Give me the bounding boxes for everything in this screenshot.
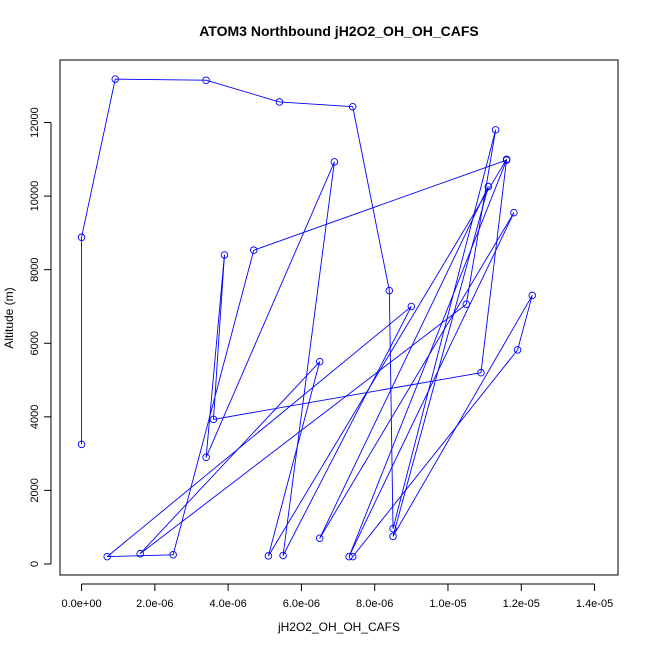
x-tick-label: 8.0e-06	[356, 598, 393, 610]
y-tick-label: 4000	[29, 405, 41, 429]
data-point	[103, 552, 111, 561]
data-point	[169, 551, 177, 559]
data-point	[510, 208, 518, 217]
series-segment	[392, 295, 533, 537]
data-point	[407, 302, 416, 311]
series-segment	[107, 554, 174, 558]
series-segment	[268, 159, 507, 557]
data-point	[202, 76, 210, 84]
series-segment	[106, 306, 412, 557]
data-point	[348, 552, 357, 561]
data-point	[111, 75, 120, 83]
series-segment	[115, 78, 207, 81]
data-point	[275, 98, 284, 106]
data-point	[484, 182, 493, 191]
data-point	[209, 415, 218, 424]
series-segment	[388, 290, 394, 529]
y-tick-label: 0	[29, 561, 41, 567]
series-segment	[139, 361, 321, 554]
series-segment	[282, 161, 335, 556]
series-segment	[213, 372, 482, 420]
data-point	[315, 357, 324, 366]
data-point	[77, 233, 86, 242]
data-point	[279, 551, 287, 560]
data-point	[315, 534, 324, 542]
series-segment	[348, 212, 515, 557]
x-axis-label: jH2O2_OH_OH_CAFS	[277, 620, 400, 634]
x-tick-label: 1.0e-05	[429, 598, 466, 610]
x-tick-label: 6.0e-06	[283, 598, 320, 610]
x-tick-label: 0.0e+00	[62, 598, 102, 610]
series-segment	[206, 79, 280, 103]
y-tick-label: 12000	[29, 107, 41, 138]
data-point	[477, 368, 485, 377]
data-point	[528, 291, 537, 300]
data-point	[136, 549, 144, 558]
y-tick-label: 10000	[29, 181, 41, 212]
series-segment	[348, 159, 508, 557]
series-segment	[205, 254, 225, 458]
data-point	[491, 126, 500, 134]
data-point	[77, 440, 86, 449]
y-axis-label: Altitude (m)	[2, 287, 16, 348]
y-tick-label: 2000	[29, 478, 41, 502]
series-segment	[282, 306, 412, 556]
series-segment	[213, 254, 225, 420]
series-segment	[319, 212, 515, 539]
data-point	[220, 251, 229, 259]
data-point	[330, 158, 339, 166]
data-point	[348, 102, 357, 111]
y-axis: 0 2000 4000 6000 8000 10000 12000	[29, 107, 52, 567]
data-point	[250, 246, 258, 254]
series-segment	[480, 159, 508, 373]
x-tick-label: 4.0e-06	[209, 598, 246, 610]
series-segment	[352, 349, 518, 557]
series-segment	[267, 361, 321, 556]
data-point	[264, 552, 273, 560]
data-point	[385, 286, 394, 295]
data-point	[462, 300, 471, 309]
data-point	[389, 532, 397, 541]
series-segment	[253, 159, 507, 251]
data-point	[345, 552, 353, 561]
x-axis: 0.0e+00 2.0e-06 4.0e-06 6.0e-06 8.0e-06 1.0e-…	[62, 583, 613, 610]
x-tick-label: 1.4e-05	[576, 598, 613, 610]
data-point	[389, 524, 397, 533]
series-jh2o2	[77, 75, 537, 561]
series-segment	[81, 79, 116, 238]
y-tick-label: 8000	[29, 257, 41, 281]
series-segment	[352, 106, 390, 291]
series-segment	[392, 186, 489, 537]
series-segment	[205, 161, 335, 458]
data-point	[513, 346, 522, 354]
data-point	[502, 156, 511, 164]
data-point	[202, 453, 210, 462]
series-segment	[465, 129, 497, 305]
x-tick-label: 2.0e-06	[136, 598, 173, 610]
y-tick-label: 6000	[29, 331, 41, 355]
plot-frame	[59, 59, 619, 576]
chart-title: ATOM3 Northbound jH2O2_OH_OH_CAFS	[199, 23, 479, 39]
series-segment	[172, 250, 255, 555]
x-tick-label: 1.2e-05	[503, 598, 540, 610]
series-segment	[517, 295, 533, 350]
series-segment	[279, 101, 353, 108]
series-segment	[319, 186, 489, 539]
